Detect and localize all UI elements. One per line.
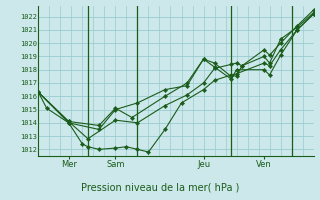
Text: Pression niveau de la mer( hPa ): Pression niveau de la mer( hPa ) — [81, 182, 239, 192]
